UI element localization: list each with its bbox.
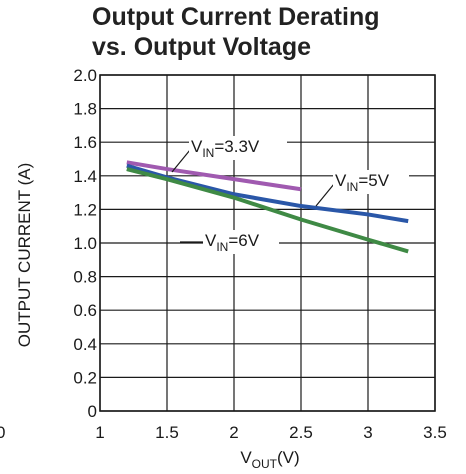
x-axis-label: VOUT(V)	[240, 448, 299, 471]
x-tick-label: 3.5	[423, 423, 447, 442]
x-tick-label: 2	[229, 423, 238, 442]
x-axis-label-sub: OUT	[252, 457, 278, 471]
series-lines	[126, 160, 409, 254]
y-tick-label: 1.8	[73, 100, 97, 119]
chart-title-line-2: vs. Output Voltage	[92, 33, 311, 61]
annotation-leader-0	[171, 149, 191, 173]
series-line-2	[126, 167, 409, 254]
annotation-bg-1	[333, 170, 409, 194]
y-tick-label: 1.0	[73, 234, 97, 253]
y-tick-label: 0.8	[73, 268, 97, 287]
annotation-leader-1	[315, 183, 335, 207]
x-axis-label-main: V	[240, 448, 252, 467]
series-label-1: VIN=5V	[335, 171, 390, 194]
x-axis-label-unit: (V)	[277, 448, 300, 467]
y-tick-label: 0.2	[73, 368, 97, 387]
y-tick-label: 0.4	[73, 335, 97, 354]
x-tick-label: 3	[363, 423, 372, 442]
series-label-2: VIN=6V	[205, 231, 260, 254]
y-axis-label: OUTPUT CURRENT (A)	[15, 163, 34, 348]
x-tick-label: 2.5	[289, 423, 313, 442]
x-tick-labels: 1 1.5 2 2.5 3 3.5	[95, 423, 447, 442]
x-tick-label-extra: 0	[0, 423, 5, 442]
x-tick-label: 1.5	[155, 423, 179, 442]
chart-title: Output Current Derating vs. Output Volta…	[92, 2, 380, 62]
y-tick-label: 2.0	[73, 66, 97, 85]
series-line-0	[126, 160, 302, 192]
x-tick-label: 1	[95, 423, 104, 442]
y-tick-label: 1.4	[73, 167, 97, 186]
y-tick-label: 0.6	[73, 301, 97, 320]
annotation-bg-0	[189, 136, 287, 160]
series-annotations: VIN=3.3V VIN=5V VIN=6V	[171, 136, 409, 254]
y-tick-labels: 0 0.2 0.4 0.6 0.8 1.0 1.2 1.4 1.6 1.8 2.0	[73, 66, 97, 421]
y-tick-label: 1.2	[73, 200, 97, 219]
series-label-0: VIN=3.3V	[191, 137, 260, 160]
chart-title-line-1: Output Current Derating	[92, 3, 380, 31]
y-tick-label: 0	[88, 402, 97, 421]
y-tick-label: 1.6	[73, 133, 97, 152]
annotation-bg-2	[203, 230, 279, 254]
plot-frame	[99, 74, 436, 412]
